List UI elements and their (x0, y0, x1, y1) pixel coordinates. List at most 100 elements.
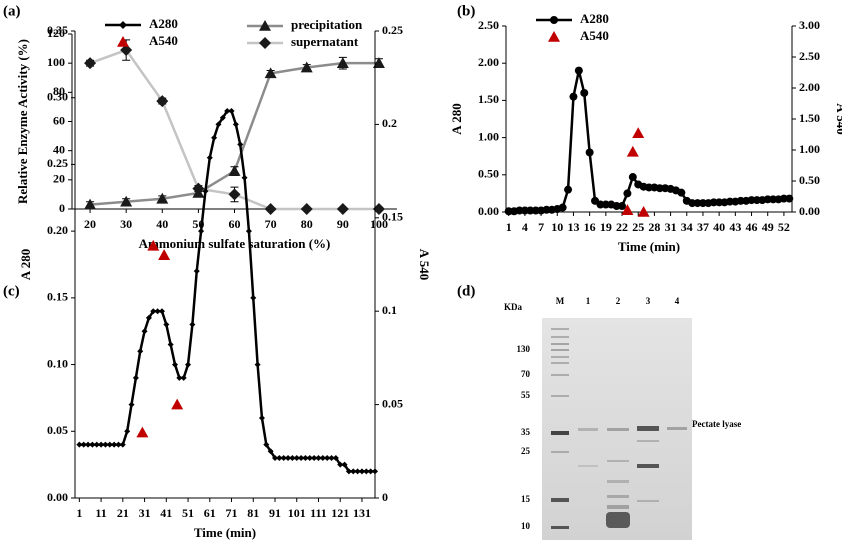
x-tick-label: 1 (76, 506, 82, 520)
x-tick-label: 22 (616, 220, 628, 234)
marker (120, 44, 133, 57)
marker (124, 428, 131, 435)
x-tick-label: 131 (353, 506, 371, 520)
x-tick-label: 71 (226, 506, 238, 520)
marker (106, 441, 113, 448)
marker-size: 55 (521, 390, 531, 400)
marker (289, 454, 296, 461)
marker (372, 468, 378, 475)
marker (172, 361, 178, 368)
marker (198, 228, 205, 235)
marker (580, 88, 589, 97)
panel-label: (a) (3, 3, 21, 19)
marker (132, 374, 139, 381)
marker (345, 468, 352, 475)
x-tick-label: 61 (204, 506, 216, 520)
y2-tick-label: 1.00 (799, 142, 820, 156)
y-tick-label: 0.00 (478, 204, 499, 218)
gel-panel: (d) KDa M 1 2 3 4 130 70 55 35 25 15 10 … (457, 283, 741, 540)
marker (102, 441, 109, 448)
marker (358, 468, 365, 475)
x-tick-label: 31 (665, 220, 677, 234)
lane-label: 3 (646, 296, 651, 306)
marker-size: 70 (521, 369, 531, 379)
y2-tick-label: 0.05 (382, 396, 403, 410)
marker (215, 121, 222, 128)
x-tick-label: 4 (522, 220, 528, 234)
marker (128, 401, 135, 408)
x-tick-label: 19 (600, 220, 612, 234)
marker (115, 441, 122, 448)
legend-marker (259, 37, 271, 49)
legend-label: A540 (149, 33, 178, 48)
y-axis-title: A 280 (18, 249, 33, 280)
marker (245, 228, 252, 235)
marker (76, 441, 83, 448)
marker (628, 173, 637, 182)
marker (137, 348, 144, 355)
x-tick-label: 51 (182, 506, 194, 520)
y-tick-label: 0.25 (47, 156, 68, 170)
series-line (89, 48, 379, 211)
marker (224, 108, 231, 115)
y-tick-label: 0.05 (47, 423, 68, 437)
marker (354, 468, 361, 475)
y-tick-label: 1.00 (478, 129, 499, 143)
marker (677, 188, 686, 197)
marker (156, 192, 169, 204)
x-axis-title: Time (min) (618, 239, 680, 254)
gel-bands (551, 328, 687, 529)
x-tick-label: 81 (247, 506, 259, 520)
marker (167, 341, 174, 348)
marker (202, 188, 209, 195)
x-tick-label: 111 (310, 506, 327, 520)
y2-tick-label: 1.50 (799, 111, 820, 125)
marker (211, 134, 218, 141)
x-tick-label: 101 (288, 506, 306, 520)
marker-size: 10 (521, 521, 531, 531)
legend-label: supernatant (291, 34, 359, 49)
x-tick-label: 40 (713, 220, 725, 234)
marker (785, 194, 794, 203)
x-tick-label: 13 (567, 220, 579, 234)
chart-panel: (b) 0.00 0.50 1.00 1.50 2.00 2.50 0.00 0.50 1.00 1… (449, 3, 842, 254)
y-axis-title: A 280 (449, 103, 464, 134)
marker (145, 314, 152, 321)
marker (185, 361, 192, 368)
legend-marker (119, 21, 127, 29)
y-tick-label: 0.20 (47, 223, 68, 237)
y-tick-label: 0 (59, 201, 65, 215)
x-tick-label: 90 (337, 217, 349, 231)
x-tick-label: 25 (632, 220, 644, 234)
y-tick-label: 2.00 (478, 55, 499, 69)
marker (189, 321, 196, 328)
marker (258, 414, 265, 421)
x-tick-label: 60 (229, 217, 241, 231)
marker (285, 454, 292, 461)
lane-label: 1 (586, 296, 591, 306)
y-tick-label: 0.10 (47, 356, 68, 370)
marker (98, 441, 105, 448)
x-tick-label: 80 (301, 217, 313, 231)
marker (336, 203, 349, 215)
marker (324, 454, 331, 461)
marker-size: 35 (521, 427, 531, 437)
marker-size: 25 (521, 446, 531, 456)
series-line (89, 61, 379, 206)
marker (280, 454, 287, 461)
legend-marker (259, 20, 271, 31)
marker (267, 448, 274, 455)
marker (158, 249, 171, 260)
marker (585, 148, 594, 157)
marker (158, 308, 165, 315)
marker (264, 203, 277, 215)
legend-label: A280 (149, 16, 178, 31)
series-line (79, 109, 375, 473)
x-axis-title: Ammonium sulfate saturation (%) (139, 236, 331, 251)
x-tick-label: 70 (265, 217, 277, 231)
marker (192, 182, 205, 195)
marker (367, 468, 374, 475)
y-tick-label: 0.30 (47, 89, 68, 103)
marker (315, 454, 322, 461)
